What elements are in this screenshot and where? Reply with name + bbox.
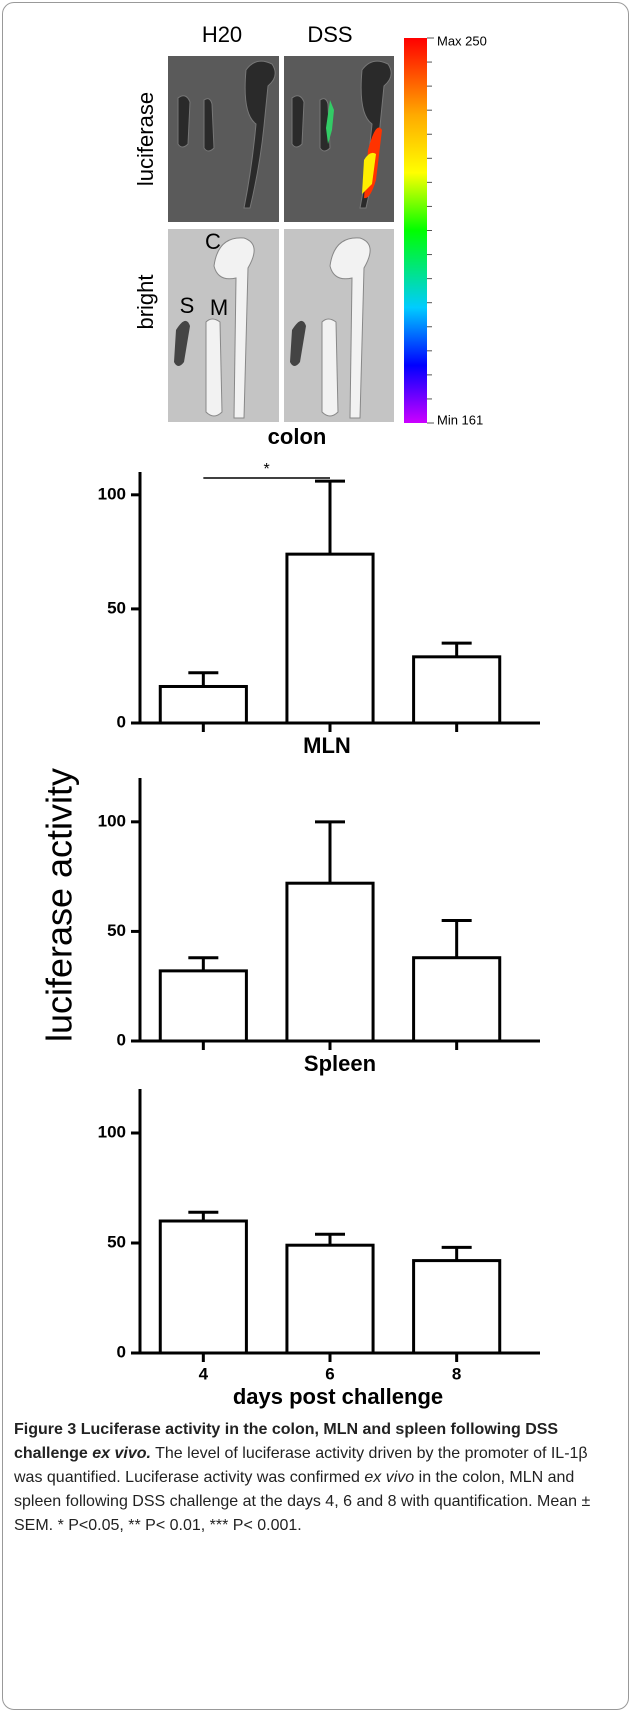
- chart-title: colon: [268, 424, 327, 449]
- scale-label: Max 250: [437, 33, 487, 48]
- bar: [412, 1259, 502, 1355]
- y-tick-label: 100: [98, 484, 126, 503]
- caption-title: Luciferase activity in the colon, MLN an…: [14, 1421, 559, 1462]
- chart-title: Spleen: [304, 1051, 376, 1076]
- bar: [285, 552, 375, 725]
- bar: [412, 956, 502, 1043]
- caption-text: in the colon, MLN and spleen following D…: [14, 1469, 591, 1534]
- y-tick-label: 100: [98, 811, 126, 830]
- bar: [158, 969, 248, 1043]
- caption-text: The level of luciferase activity driven …: [14, 1445, 588, 1486]
- y-tick-label: 0: [117, 1030, 126, 1049]
- y-axis-label: luciferase activity: [39, 768, 80, 1042]
- column-label: DSS: [307, 22, 352, 47]
- organ-label: S: [180, 293, 195, 318]
- x-tick-label: 6: [325, 1364, 334, 1383]
- caption-title: ex vivo.: [92, 1445, 151, 1462]
- y-tick-label: 50: [107, 598, 126, 617]
- bar: [285, 1243, 375, 1355]
- bar: [285, 881, 375, 1043]
- bar: [412, 655, 502, 725]
- x-tick-label: 8: [452, 1364, 461, 1383]
- y-tick-label: 0: [117, 712, 126, 731]
- significance-label: *: [264, 461, 270, 478]
- x-axis-label: days post challenge: [233, 1384, 443, 1409]
- bar: [158, 1219, 248, 1355]
- bar: [158, 684, 248, 725]
- caption-label: Figure 3: [14, 1421, 77, 1438]
- y-tick-label: 0: [117, 1342, 126, 1361]
- row-label: luciferase: [133, 92, 158, 186]
- x-tick-label: 4: [199, 1364, 209, 1383]
- caption: Figure 3 Luciferase activity in the colo…: [14, 1418, 620, 1538]
- y-tick-label: 50: [107, 1232, 126, 1251]
- y-tick-label: 100: [98, 1122, 126, 1141]
- color-scale: [404, 38, 427, 423]
- row-label: bright: [133, 274, 158, 329]
- chart-title: MLN: [303, 733, 351, 758]
- caption-text: ex vivo: [364, 1469, 415, 1486]
- column-label: H20: [202, 22, 242, 47]
- organ-label: C: [205, 229, 221, 254]
- scale-label: Min 161: [437, 412, 483, 427]
- color-scale-ticks: [427, 37, 434, 424]
- photo-panels: [168, 56, 394, 422]
- y-tick-label: 50: [107, 921, 126, 940]
- organ-label: M: [210, 295, 228, 320]
- figure: H20 DSS luciferase bright C S M Max 250 …: [39, 22, 540, 1409]
